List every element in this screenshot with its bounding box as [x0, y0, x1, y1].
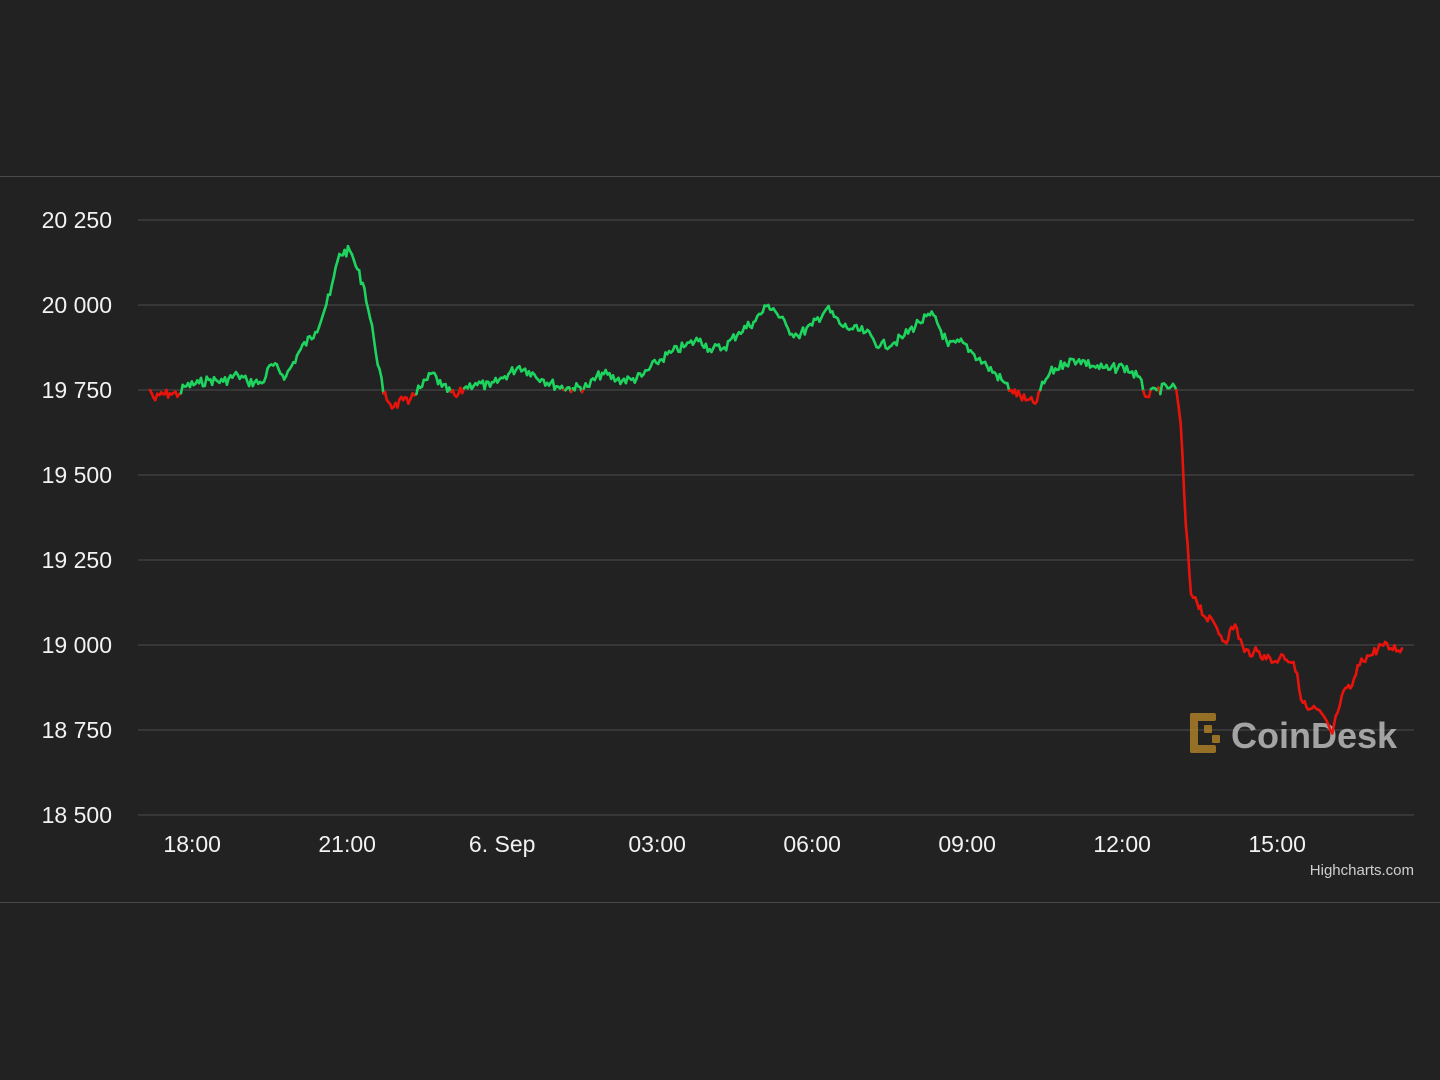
price-line-segment — [1140, 378, 1145, 393]
x-tick-label: 18:00 — [163, 831, 221, 857]
price-line-segment — [1331, 723, 1336, 735]
price-line-segment — [1398, 647, 1404, 654]
y-tick-label: 19 750 — [42, 377, 112, 403]
y-tick-label: 18 750 — [42, 717, 112, 743]
price-line-segment — [363, 286, 368, 304]
coindesk-watermark: CoinDesk — [1190, 713, 1398, 756]
x-axis-labels: 18:00 21:00 6. Sep 03:00 06:00 09:00 12:00 15:0… — [163, 831, 1306, 857]
x-tick-label: 6. Sep — [469, 831, 536, 857]
price-line-segment — [1035, 391, 1040, 403]
price-line-segment — [895, 333, 900, 347]
y-tick-label: 20 250 — [42, 207, 112, 233]
price-line-segment — [1182, 490, 1188, 528]
price-line-segment — [370, 323, 376, 341]
price-line-segment — [378, 367, 383, 380]
price-line-segment — [304, 335, 310, 347]
price-line-segment — [1332, 714, 1337, 727]
y-tick-label: 19 000 — [42, 632, 112, 658]
price-line-segment — [1235, 626, 1240, 640]
y-tick-label: 20 000 — [42, 292, 112, 318]
price-line-segment — [1338, 694, 1343, 708]
price-line-segment — [1159, 382, 1164, 396]
price-line-segment — [1292, 660, 1297, 673]
highcharts-credits-link[interactable]: Highcharts.com — [1310, 862, 1414, 879]
price-line-segment — [380, 376, 385, 395]
x-tick-label: 03:00 — [628, 831, 686, 857]
price-line-segment — [1147, 387, 1153, 399]
price-line-segment — [1199, 604, 1204, 617]
price-line — [148, 244, 1404, 735]
price-line-segment — [374, 351, 380, 367]
price-line-segment — [1181, 452, 1186, 494]
price-line-segment — [1354, 663, 1359, 677]
price-line-segment — [357, 268, 363, 286]
price-line-segment — [724, 340, 730, 352]
price-line-segment — [372, 337, 378, 355]
price-line-segment — [199, 376, 205, 388]
price-line-segment — [1184, 524, 1189, 546]
price-line-segment — [1175, 388, 1180, 409]
coindesk-logo-icon — [1190, 713, 1220, 753]
x-tick-label: 12:00 — [1093, 831, 1151, 857]
price-line-segment — [1179, 422, 1184, 456]
price-line-segment — [332, 266, 337, 279]
price-line-segment — [366, 307, 372, 320]
price-line-segment — [1296, 672, 1301, 691]
price-line-segment — [264, 366, 269, 379]
grid-layer — [138, 219, 1414, 816]
chart-frame — [0, 176, 1440, 903]
y-tick-label: 19 250 — [42, 547, 112, 573]
price-line-segment — [1177, 405, 1182, 426]
x-tick-label: 09:00 — [938, 831, 996, 857]
price-line-segment — [1186, 542, 1191, 574]
x-tick-label: 15:00 — [1248, 831, 1306, 857]
price-line-segment — [330, 275, 336, 287]
price-line-segment — [324, 293, 330, 307]
price-line-segment — [662, 351, 667, 364]
price-line-segment — [328, 283, 334, 297]
x-tick-label: 06:00 — [783, 831, 841, 857]
price-line-segment — [383, 390, 389, 402]
price-line-segment — [1297, 688, 1303, 701]
y-tick-label: 18 500 — [42, 802, 112, 828]
price-line-segment — [1226, 629, 1232, 642]
price-line-segment — [882, 338, 888, 350]
y-axis-labels: 20 250 20 000 19 750 19 500 19 250 19 000 18 7… — [42, 207, 112, 828]
price-line-segment — [396, 398, 401, 409]
coindesk-watermark-text: CoinDesk — [1231, 715, 1398, 756]
price-line-segment — [1188, 570, 1193, 596]
y-tick-label: 19 500 — [42, 462, 112, 488]
x-tick-label: 21:00 — [318, 831, 376, 857]
